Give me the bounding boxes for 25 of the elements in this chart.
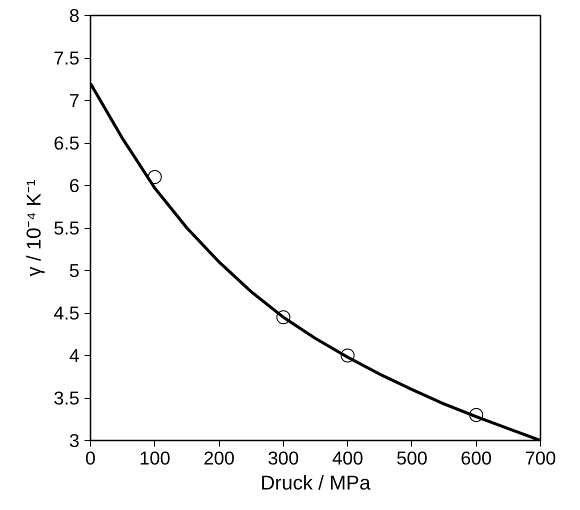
- y-tick-label: 6: [69, 175, 80, 196]
- y-tick-label: 4: [69, 345, 80, 366]
- y-tick-label: 8: [69, 5, 80, 26]
- point: [469, 408, 484, 422]
- x-tick-label: 600: [460, 448, 492, 468]
- y-tick-label: 5: [69, 260, 80, 281]
- x-tick-label: 100: [139, 448, 170, 468]
- x-tick-label: 400: [332, 448, 364, 468]
- point: [276, 310, 290, 324]
- y-axis-title: γ / 10⁻⁴ K⁻¹: [24, 179, 46, 277]
- y-tick-label: 5.5: [54, 218, 80, 238]
- x-axis-title: Druck / MPa: [260, 472, 372, 494]
- point: [148, 170, 162, 184]
- x-tick-label: 300: [268, 448, 299, 468]
- y-tick-label: 3.5: [54, 388, 80, 408]
- x-tick-label: 0: [85, 448, 96, 468]
- y-tick-label: 4.5: [54, 302, 80, 324]
- y-tick-label: 7.5: [54, 48, 80, 68]
- x-tick-label: 500: [396, 448, 428, 468]
- y-tick-label: 3: [69, 430, 80, 451]
- point: [340, 348, 355, 362]
- y-tick-label: 7: [69, 90, 80, 111]
- x-tick-label: 200: [204, 448, 235, 468]
- y-tick-label: 6.5: [54, 132, 80, 154]
- x-tick-label: 700: [524, 448, 556, 468]
